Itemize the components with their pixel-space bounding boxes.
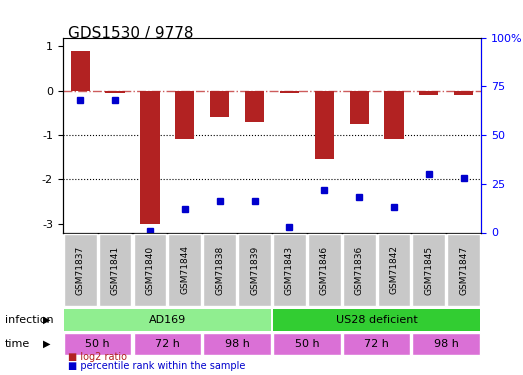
FancyBboxPatch shape xyxy=(273,309,480,331)
Text: GSM71836: GSM71836 xyxy=(355,245,363,295)
FancyBboxPatch shape xyxy=(133,333,201,355)
Bar xyxy=(315,91,334,159)
Text: GSM71844: GSM71844 xyxy=(180,246,189,294)
Bar xyxy=(280,91,299,93)
Text: time: time xyxy=(5,339,30,349)
Text: GSM71845: GSM71845 xyxy=(424,246,434,295)
Text: ▶: ▶ xyxy=(43,339,51,349)
FancyBboxPatch shape xyxy=(308,234,340,306)
Bar xyxy=(245,91,264,122)
Bar xyxy=(175,91,195,140)
Text: GSM71843: GSM71843 xyxy=(285,246,294,295)
Text: GSM71846: GSM71846 xyxy=(320,246,329,295)
FancyBboxPatch shape xyxy=(273,333,340,355)
Bar xyxy=(140,91,160,224)
FancyBboxPatch shape xyxy=(273,234,306,306)
Bar xyxy=(384,91,404,140)
Text: GSM71837: GSM71837 xyxy=(76,245,85,295)
FancyBboxPatch shape xyxy=(378,234,411,306)
Text: 98 h: 98 h xyxy=(434,339,459,349)
Bar xyxy=(210,91,229,117)
Text: ■ log2 ratio: ■ log2 ratio xyxy=(68,352,127,362)
FancyBboxPatch shape xyxy=(343,333,411,355)
Text: GSM71838: GSM71838 xyxy=(215,245,224,295)
Text: GSM71842: GSM71842 xyxy=(390,246,399,294)
Bar xyxy=(106,91,124,93)
FancyBboxPatch shape xyxy=(447,234,480,306)
FancyBboxPatch shape xyxy=(64,309,271,331)
Text: GSM71847: GSM71847 xyxy=(459,246,468,295)
Text: 50 h: 50 h xyxy=(294,339,319,349)
FancyBboxPatch shape xyxy=(64,234,97,306)
FancyBboxPatch shape xyxy=(413,234,445,306)
FancyBboxPatch shape xyxy=(203,333,271,355)
FancyBboxPatch shape xyxy=(168,234,201,306)
Text: GSM71840: GSM71840 xyxy=(145,246,154,295)
Text: AD169: AD169 xyxy=(149,315,186,325)
Bar xyxy=(454,91,473,95)
FancyBboxPatch shape xyxy=(64,333,131,355)
Text: ■ percentile rank within the sample: ■ percentile rank within the sample xyxy=(68,361,245,371)
Text: 72 h: 72 h xyxy=(364,339,389,349)
Text: ▶: ▶ xyxy=(43,315,51,325)
FancyBboxPatch shape xyxy=(343,234,376,306)
Text: GDS1530 / 9778: GDS1530 / 9778 xyxy=(68,26,194,41)
FancyBboxPatch shape xyxy=(99,234,131,306)
Text: 72 h: 72 h xyxy=(155,339,180,349)
Text: US28 deficient: US28 deficient xyxy=(336,315,417,325)
Bar xyxy=(71,51,90,91)
Bar xyxy=(419,91,438,95)
FancyBboxPatch shape xyxy=(133,234,166,306)
FancyBboxPatch shape xyxy=(203,234,236,306)
FancyBboxPatch shape xyxy=(413,333,480,355)
Text: GSM71841: GSM71841 xyxy=(110,246,120,295)
Text: 98 h: 98 h xyxy=(225,339,249,349)
Text: 50 h: 50 h xyxy=(85,339,110,349)
FancyBboxPatch shape xyxy=(238,234,271,306)
Text: infection: infection xyxy=(5,315,54,325)
Bar xyxy=(349,91,369,124)
Text: GSM71839: GSM71839 xyxy=(250,245,259,295)
